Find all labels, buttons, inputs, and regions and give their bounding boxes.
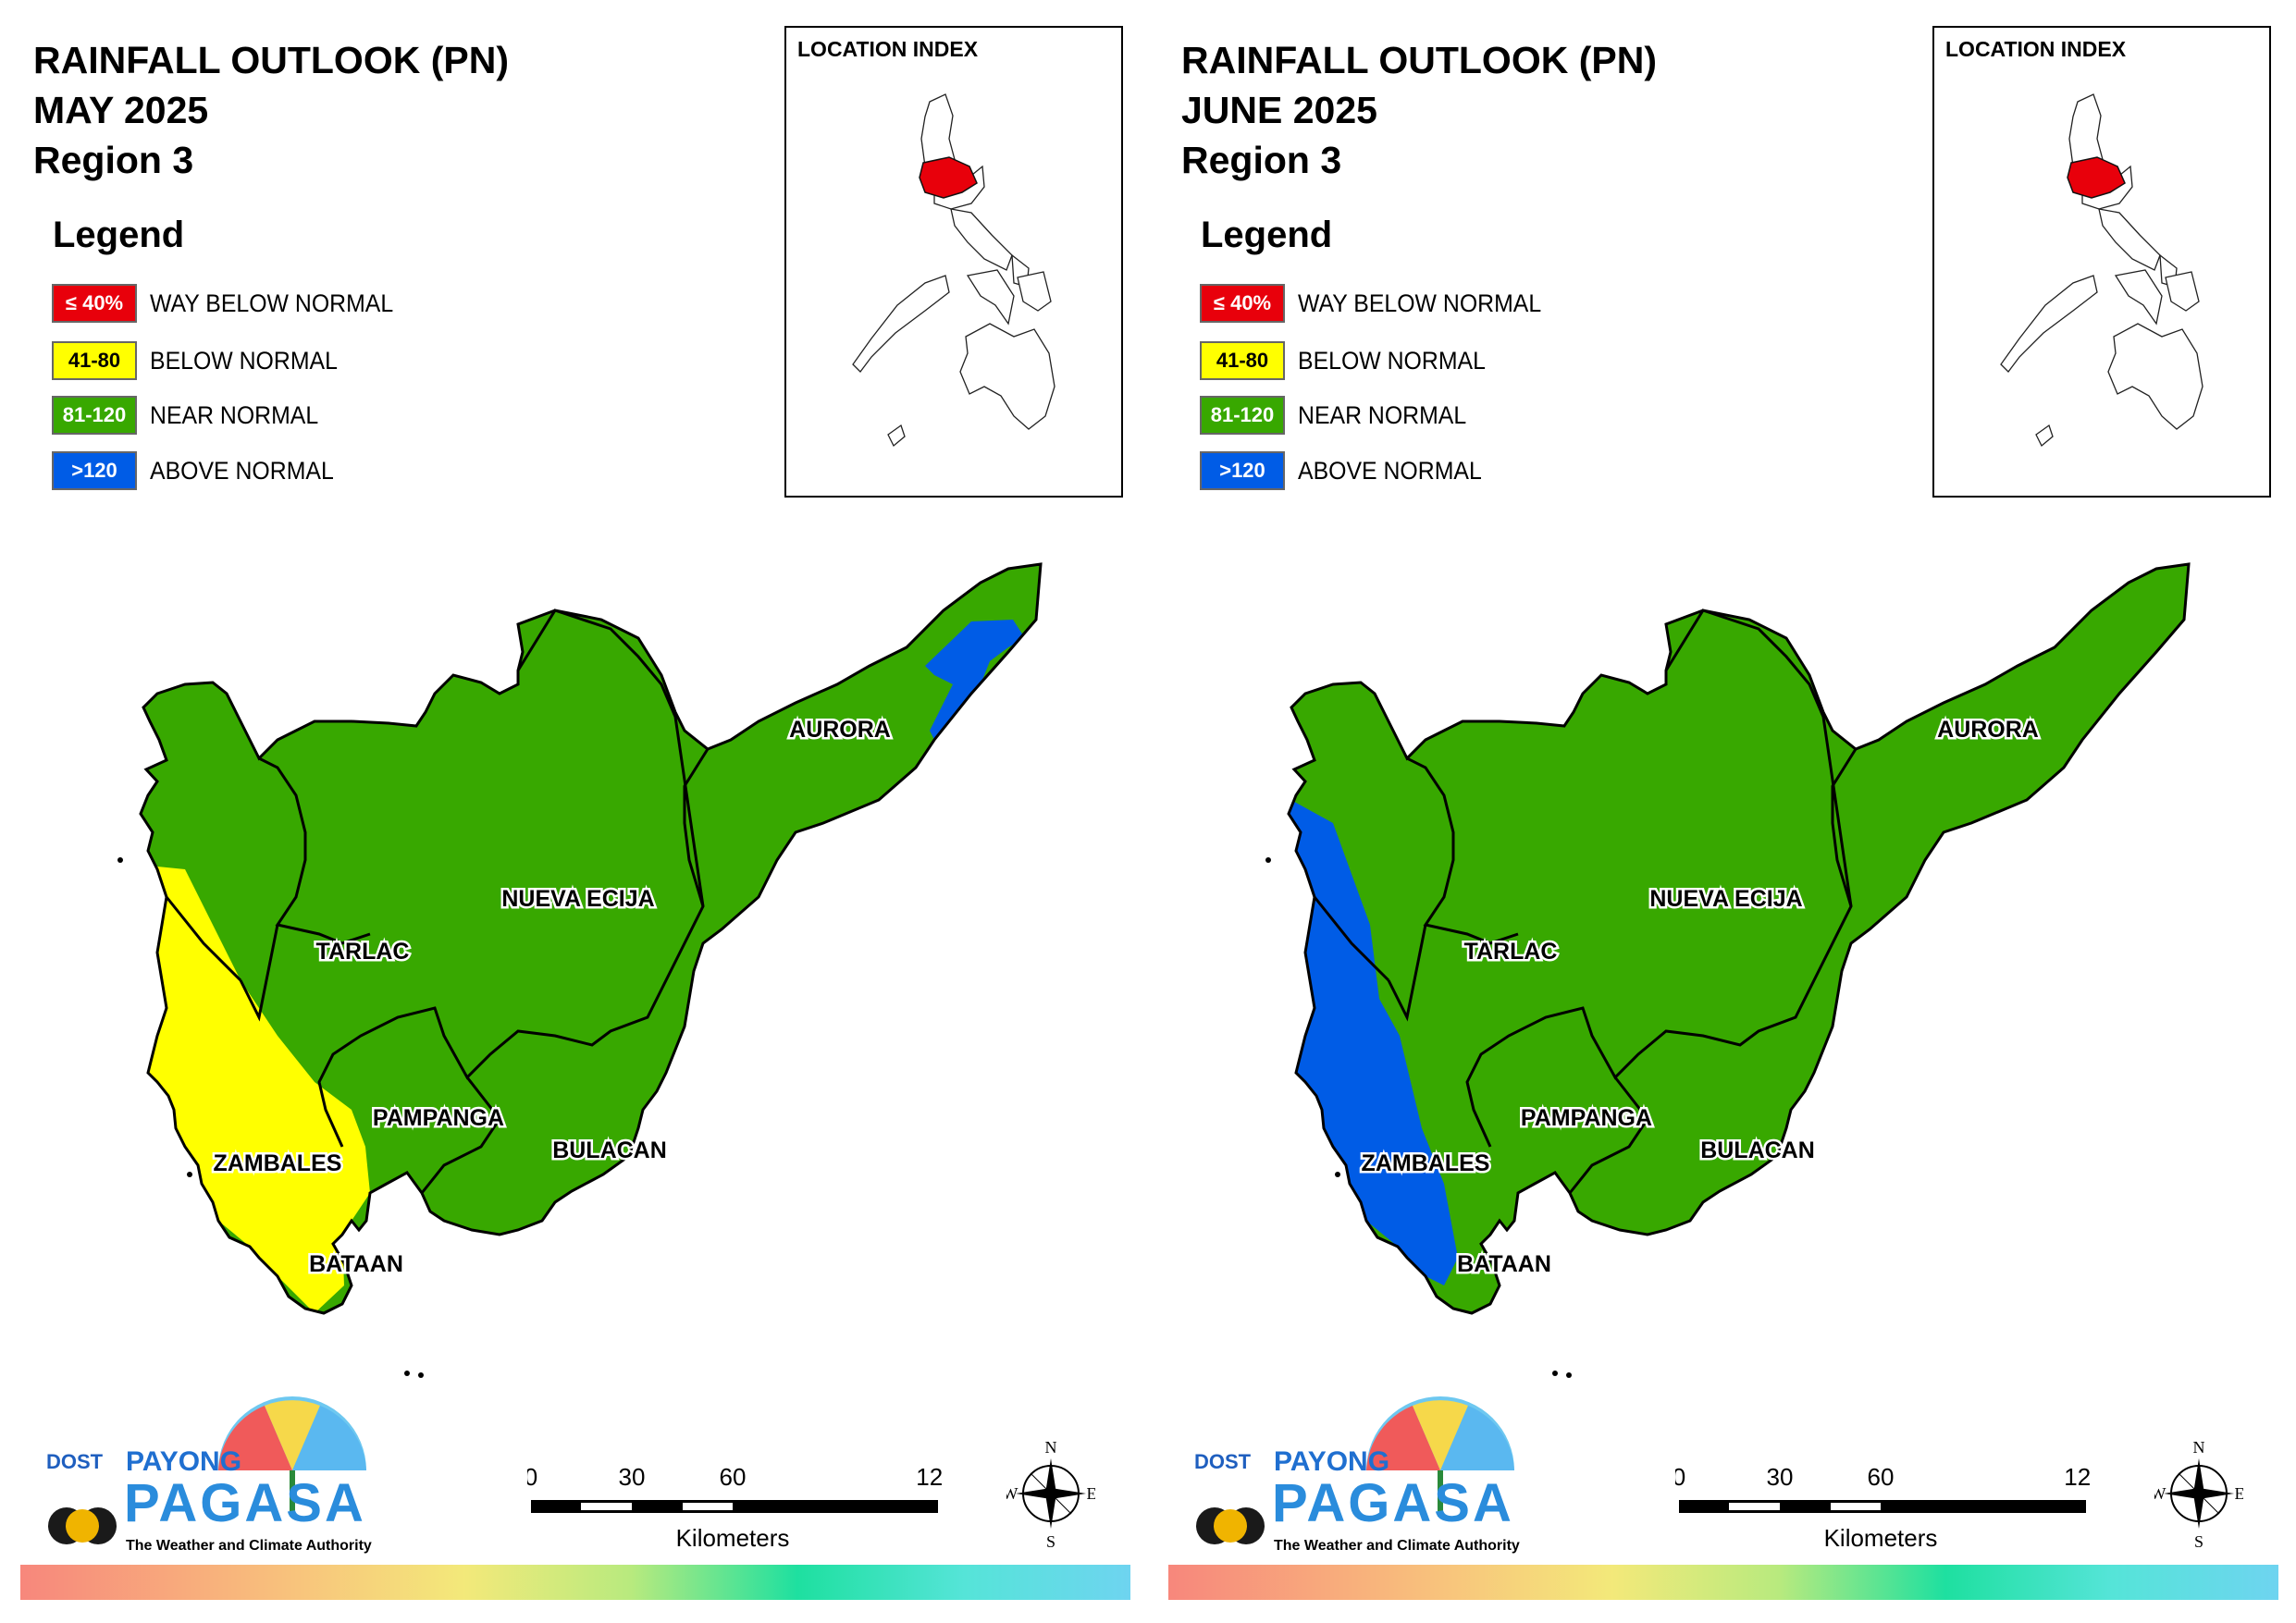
legend-swatch: 81-120 — [52, 396, 137, 435]
north-arrow-compass: N S E W — [1003, 1438, 1097, 1551]
pagasa-label: PAGASA — [124, 1473, 366, 1533]
compass-e: E — [1087, 1484, 1096, 1503]
legend-swatch: >120 — [1200, 451, 1285, 490]
compass-e: E — [2235, 1484, 2244, 1503]
location-index-inset: LOCATION INDEX — [1932, 26, 2271, 498]
province-label-aurora: AURORA — [789, 717, 891, 743]
province-label-zambales: ZAMBALES — [214, 1150, 342, 1176]
north-arrow-compass: N S E W — [2151, 1438, 2245, 1551]
outlook-panel-june: RAINFALL OUTLOOK (PN) JUNE 2025 Region 3… — [1148, 0, 2296, 1623]
title-line-2: JUNE 2025 — [1181, 89, 1377, 131]
legend-item-way-below-normal: ≤ 40% WAY BELOW NORMAL — [52, 283, 414, 324]
tagline-label: The Weather and Climate Authority — [1274, 1538, 1520, 1554]
legend-item-below-normal: 41-80 BELOW NORMAL — [52, 340, 354, 381]
province-label-aurora: AURORA — [1937, 717, 2039, 743]
legend-item-near-normal: 81-120 NEAR NORMAL — [1200, 395, 1481, 436]
legend-title: Legend — [1201, 215, 1333, 255]
payong-pagasa-logo: DOST PAYONG PAGASA The Weather and Clima… — [1181, 1387, 1542, 1563]
compass-w: W — [1006, 1484, 1018, 1503]
legend-swatch: ≤ 40% — [1200, 284, 1285, 323]
tagline-label: The Weather and Climate Authority — [126, 1538, 372, 1554]
legend-swatch: 41-80 — [52, 341, 137, 380]
dost-label: DOST — [1194, 1450, 1252, 1473]
legend-item-above-normal: >120 ABOVE NORMAL — [52, 450, 350, 491]
philippines-outline-map — [852, 93, 1055, 448]
legend-swatch: ≤ 40% — [52, 284, 137, 323]
footer-gradient-bar — [1168, 1565, 2278, 1600]
panel-title: RAINFALL OUTLOOK (PN) JUNE 2025 Region 3 — [1181, 35, 1657, 185]
below-normal-area — [141, 851, 370, 1313]
location-index-title: LOCATION INDEX — [797, 37, 979, 61]
province-label-bulacan: BULACAN — [1700, 1137, 1815, 1163]
outlook-panel-may: RAINFALL OUTLOOK (PN) MAY 2025 Region 3 … — [20, 26, 1130, 1600]
location-index-title: LOCATION INDEX — [1945, 37, 2127, 61]
compass-s: S — [1046, 1532, 1055, 1549]
compass-w: W — [2154, 1484, 2166, 1503]
legend-item-way-below-normal: ≤ 40% WAY BELOW NORMAL — [1200, 283, 1562, 324]
philippines-outline-map — [2000, 93, 2203, 448]
footer-gradient-bar — [20, 1565, 1130, 1600]
region3-rainfall-map: AURORA NUEVA ECIJA TARLAC PAMPANGA BULAC… — [1265, 562, 2191, 1378]
legend-swatch: 41-80 — [1200, 341, 1285, 380]
dost-label: DOST — [46, 1450, 104, 1473]
scale-tick-label: 30 — [1767, 1463, 1794, 1491]
legend-label: WAY BELOW NORMAL — [1298, 289, 1542, 317]
province-label-tarlac: TARLAC — [316, 939, 410, 965]
above-normal-area — [925, 620, 1025, 749]
payong-label: PAYONG — [126, 1446, 242, 1477]
legend-label: WAY BELOW NORMAL — [150, 289, 394, 317]
title-line-3: Region 3 — [1181, 139, 1342, 181]
payong-label: PAYONG — [1274, 1446, 1390, 1477]
province-label-nueva-ecija: NUEVA ECIJA — [1649, 886, 1802, 912]
scale-tick-label: 120 — [916, 1463, 944, 1491]
payong-pagasa-logo: DOST PAYONG PAGASA The Weather and Clima… — [33, 1387, 394, 1563]
legend-swatch: >120 — [52, 451, 137, 490]
legend-label: NEAR NORMAL — [1298, 400, 1467, 429]
scale-bar: 0 30 60 120 Kilometers — [525, 1461, 957, 1563]
region3-rainfall-map: AURORA NUEVA ECIJA TARLAC PAMPANGA BULAC… — [117, 562, 1043, 1378]
scale-unit-label: Kilometers — [676, 1524, 790, 1552]
legend-label: ABOVE NORMAL — [1298, 456, 1482, 485]
scale-tick-label: 60 — [720, 1463, 747, 1491]
scale-tick-label: 30 — [619, 1463, 646, 1491]
scale-tick-label: 0 — [527, 1463, 537, 1491]
compass-s: S — [2194, 1532, 2203, 1549]
title-line-1: RAINFALL OUTLOOK (PN) — [1181, 39, 1657, 81]
province-label-tarlac: TARLAC — [1464, 939, 1558, 965]
scale-bar: 0 30 60 120 Kilometers — [1673, 1461, 2105, 1563]
legend-title: Legend — [53, 215, 185, 255]
legend-label: BELOW NORMAL — [150, 346, 338, 375]
pagasa-label: PAGASA — [1272, 1473, 1514, 1533]
scale-tick-label: 60 — [1868, 1463, 1895, 1491]
legend-item-above-normal: >120 ABOVE NORMAL — [1200, 450, 1498, 491]
compass-n: N — [2193, 1438, 2205, 1457]
province-label-bataan: BATAAN — [1457, 1251, 1551, 1277]
province-label-nueva-ecija: NUEVA ECIJA — [501, 886, 654, 912]
title-line-3: Region 3 — [33, 139, 194, 181]
province-label-bulacan: BULACAN — [552, 1137, 667, 1163]
legend-item-near-normal: 81-120 NEAR NORMAL — [52, 395, 333, 436]
panel-title: RAINFALL OUTLOOK (PN) MAY 2025 Region 3 — [33, 35, 509, 185]
legend-item-below-normal: 41-80 BELOW NORMAL — [1200, 340, 1502, 381]
title-line-1: RAINFALL OUTLOOK (PN) — [33, 39, 509, 81]
scale-tick-label: 0 — [1675, 1463, 1685, 1491]
title-line-2: MAY 2025 — [33, 89, 209, 131]
legend-swatch: 81-120 — [1200, 396, 1285, 435]
province-label-zambales: ZAMBALES — [1362, 1150, 1490, 1176]
scale-unit-label: Kilometers — [1824, 1524, 1938, 1552]
legend-label: ABOVE NORMAL — [150, 456, 334, 485]
legend-label: NEAR NORMAL — [150, 400, 319, 429]
province-label-pampanga: PAMPANGA — [373, 1105, 504, 1131]
province-label-bataan: BATAAN — [309, 1251, 403, 1277]
compass-n: N — [1045, 1438, 1057, 1457]
legend-label: BELOW NORMAL — [1298, 346, 1486, 375]
province-label-pampanga: PAMPANGA — [1521, 1105, 1652, 1131]
location-index-inset: LOCATION INDEX — [784, 26, 1123, 498]
scale-tick-label: 120 — [2064, 1463, 2092, 1491]
